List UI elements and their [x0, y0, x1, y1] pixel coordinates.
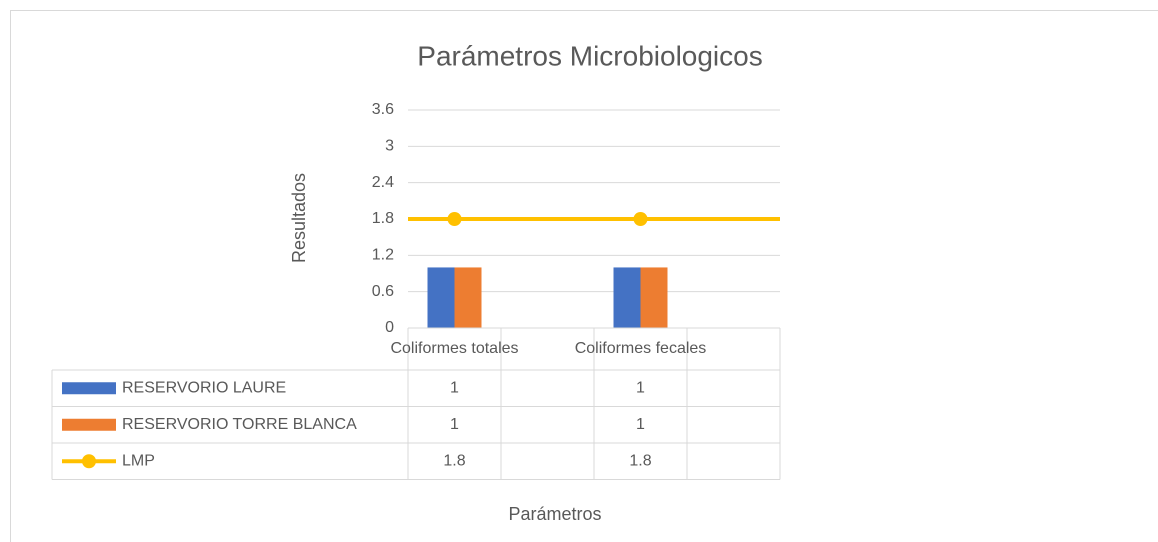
table-value: 1.8 — [443, 452, 465, 469]
legend-label: RESERVORIO LAURE — [122, 379, 286, 396]
legend-swatch — [62, 418, 116, 431]
x-tick-label: Coliformes totales — [390, 340, 518, 357]
bar — [613, 267, 641, 328]
legend-label: LMP — [122, 452, 155, 469]
y-tick-label: 3 — [385, 138, 394, 155]
legend-marker — [82, 454, 96, 469]
table-value: 1.8 — [629, 452, 651, 469]
y-tick-label: 0 — [385, 319, 394, 336]
chart-title: Parámetros Microbiologicos — [417, 40, 762, 71]
y-axis-title: Resultados — [289, 173, 309, 263]
y-tick-label: 1.2 — [372, 247, 394, 264]
y-tick-label: 2.4 — [372, 174, 394, 191]
chart-border — [10, 10, 1158, 542]
bar — [427, 267, 455, 328]
y-tick-label: 1.8 — [372, 210, 394, 227]
y-tick-label: 3.6 — [372, 101, 394, 118]
x-axis-title: Parámetros — [508, 504, 601, 524]
bar — [454, 267, 482, 328]
table-value: 1 — [636, 379, 645, 396]
line-marker — [447, 212, 462, 226]
table-value: 1 — [636, 416, 645, 433]
table-value: 1 — [450, 416, 459, 433]
bar — [640, 267, 668, 328]
legend-swatch — [62, 382, 116, 395]
line-marker — [633, 212, 648, 226]
x-tick-label: Coliformes fecales — [575, 340, 707, 357]
table-value: 1 — [450, 379, 459, 396]
y-tick-label: 0.6 — [372, 283, 394, 300]
legend-label: RESERVORIO TORRE BLANCA — [122, 416, 357, 433]
